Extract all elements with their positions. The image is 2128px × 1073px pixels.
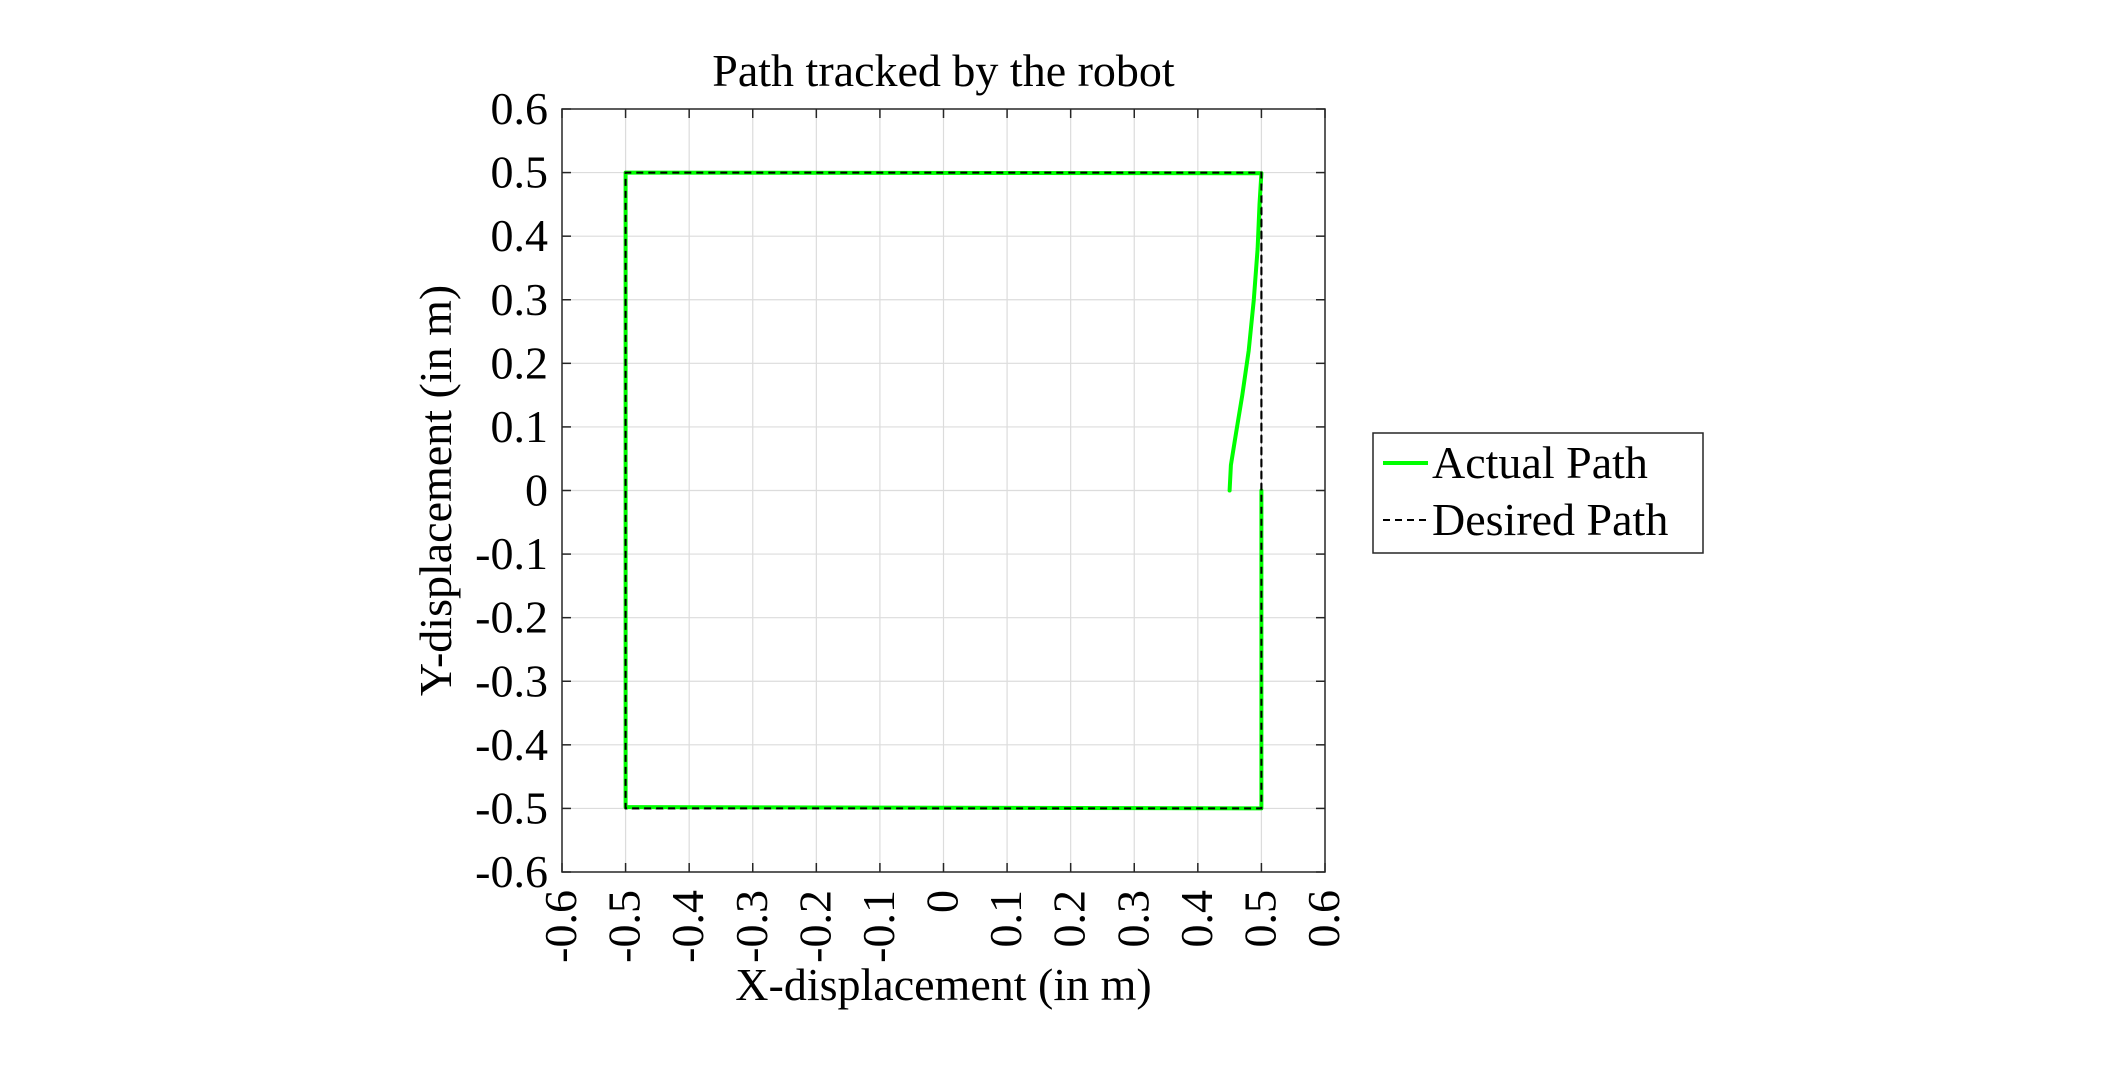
y-tick-label: -0.1: [475, 528, 548, 579]
legend-entry-label: Desired Path: [1432, 494, 1668, 545]
y-tick-label: 0.2: [491, 337, 549, 388]
x-tick-label: -0.3: [726, 890, 777, 963]
x-tick-label: -0.4: [662, 890, 713, 963]
legend-entry-label: Actual Path: [1432, 437, 1648, 488]
x-tick-label: 0.6: [1298, 890, 1349, 948]
y-tick-label: 0.5: [491, 147, 549, 198]
y-tick-label: -0.4: [475, 719, 548, 770]
x-tick-label: -0.1: [853, 890, 904, 963]
y-tick-label: 0.1: [491, 401, 549, 452]
y-tick-label: -0.5: [475, 782, 548, 833]
x-tick-label: 0.1: [980, 890, 1031, 948]
y-tick-label: 0: [525, 465, 548, 516]
y-tick-label: -0.3: [475, 655, 548, 706]
series-layer: [623, 170, 1264, 811]
x-tick-label: -0.5: [599, 890, 650, 963]
x-tick-label: 0.3: [1107, 890, 1158, 948]
y-tick-label: 0.6: [491, 83, 549, 134]
x-tick-label: -0.2: [789, 890, 840, 963]
legend-box: [1372, 432, 1704, 554]
x-tick-label: 0.2: [1044, 890, 1095, 948]
series-line-desired-path-overlay: [624, 171, 1263, 810]
y-tick-label: 0.4: [491, 210, 549, 261]
y-tick-label: 0.3: [491, 274, 549, 325]
chart-title: Path tracked by the robot: [712, 45, 1175, 96]
y-tick-label: -0.2: [475, 592, 548, 643]
x-axis-label: X-displacement (in m): [735, 959, 1151, 1010]
x-tick-label: 0.4: [1171, 890, 1222, 948]
x-tick-label: 0.5: [1234, 890, 1285, 948]
y-axis-label: Y-displacement (in m): [410, 285, 461, 696]
y-tick-label: -0.6: [475, 846, 548, 897]
x-tick-label: 0: [917, 890, 968, 913]
axis-ticks: -0.6 -0.5 -0.4 -0.3 -0.2 -0.1 0 0.1 0.2 0.3 0.4 0.5…: [475, 83, 1349, 963]
legend: Actual Path Desired Path: [1372, 432, 1704, 554]
x-tick-label: -0.6: [535, 890, 586, 963]
